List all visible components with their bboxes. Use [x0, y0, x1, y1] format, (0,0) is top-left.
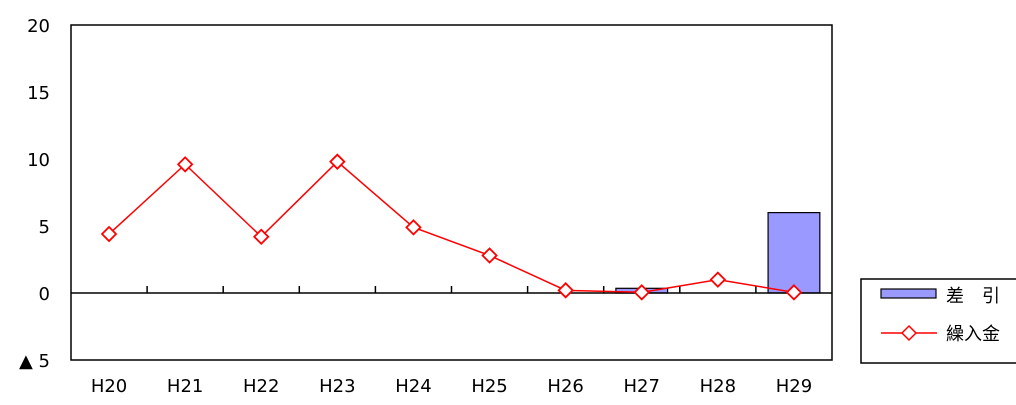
y-tick-label: 20 — [27, 16, 50, 37]
x-tick-label: H29 — [776, 376, 812, 397]
x-tick-label: H25 — [471, 376, 507, 397]
y-tick-label: 5 — [39, 217, 50, 238]
y-tick-labels: 20 15 10 5 0 ▲ 5 — [19, 16, 50, 372]
x-tick-label: H22 — [243, 376, 279, 397]
x-tick-label: H27 — [624, 376, 660, 397]
x-tick-label: H26 — [547, 376, 583, 397]
legend-label-bar: 差 引 — [946, 286, 1000, 307]
x-tick-label: H24 — [395, 376, 431, 397]
line-marker-H24 — [405, 219, 422, 236]
y-tick-label: ▲ 5 — [19, 351, 50, 372]
x-tick-label: H23 — [319, 376, 355, 397]
y-tick-label: 15 — [27, 83, 50, 104]
bar-H29 — [767, 212, 821, 294]
line-marker-H21 — [176, 156, 194, 173]
y-tick-label: 10 — [27, 150, 50, 171]
line-series-layer — [100, 153, 803, 301]
line-marker-H28 — [709, 271, 727, 288]
legend: 差 引 繰入金 — [860, 278, 1016, 364]
legend-line-marker — [900, 324, 918, 342]
x-tick-labels: H20 H21 H22 H23 H24 H25 H26 H27 H28 H29 — [91, 376, 812, 397]
line-marker-H23 — [329, 153, 346, 170]
line-marker-H29 — [785, 284, 803, 301]
plot-area-frame — [70, 24, 833, 361]
x-tick-label: H28 — [700, 376, 736, 397]
line-series-path — [108, 160, 795, 294]
line-marker-H20 — [100, 225, 118, 243]
line-marker-H27 — [633, 284, 651, 301]
line-marker-H22 — [252, 228, 270, 245]
legend-bar-swatch — [880, 288, 937, 299]
x-tick-label: H20 — [91, 376, 127, 397]
line-marker-H26 — [557, 282, 574, 299]
bars-layer — [615, 212, 821, 294]
y-tick-label: 0 — [39, 284, 50, 305]
x-tick-label: H21 — [167, 376, 203, 397]
legend-label-line: 繰入金 — [946, 324, 1000, 345]
line-marker-H25 — [481, 247, 498, 264]
